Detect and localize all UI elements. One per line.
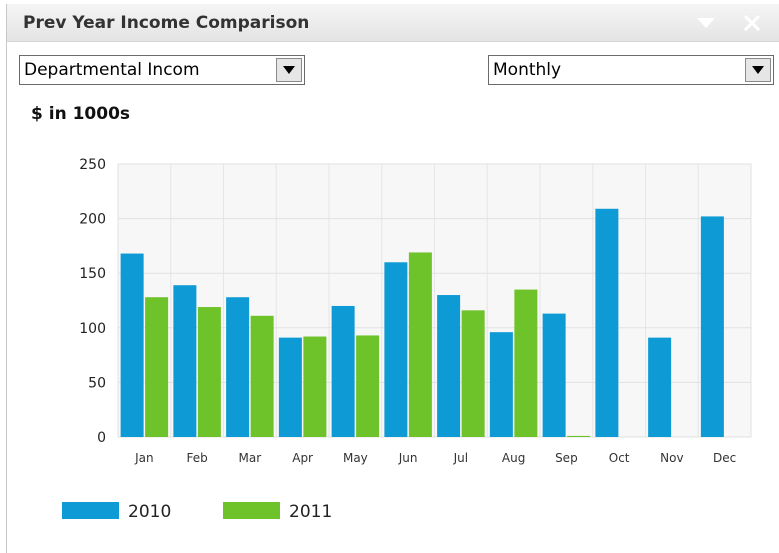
bar-2010-aug: [489, 332, 513, 437]
bar-2010-may: [331, 305, 355, 437]
bar-2011-feb: [197, 307, 221, 437]
bar-2011-aug: [514, 289, 538, 437]
bar-2011-may: [356, 335, 380, 437]
bar-2010-apr: [278, 337, 302, 437]
widget-title: Prev Year Income Comparison: [23, 13, 310, 33]
bar-2010-nov: [648, 337, 672, 437]
bar-2010-jul: [437, 295, 461, 437]
x-tick-label: May: [343, 451, 368, 465]
legend-swatch-2011: [223, 502, 280, 519]
period-select[interactable]: Monthly: [488, 55, 774, 85]
y-tick-label: 250: [79, 157, 106, 173]
y-tick-label: 150: [79, 266, 106, 282]
x-tick-label: Apr: [292, 451, 313, 465]
x-tick-label: Dec: [713, 451, 736, 465]
dropdown-arrow-icon[interactable]: [745, 58, 771, 82]
chevron-down-icon[interactable]: [695, 12, 717, 34]
x-tick-label: Jul: [453, 451, 468, 465]
units-label: $ in 1000s: [31, 104, 131, 124]
bar-2010-jun: [384, 262, 408, 437]
period-select-value: Monthly: [493, 60, 562, 80]
dropdown-arrow-icon[interactable]: [276, 58, 302, 82]
department-select[interactable]: Departmental Incom: [19, 55, 305, 85]
x-tick-label: Oct: [609, 451, 630, 465]
widget-titlebar: Prev Year Income Comparison: [7, 4, 779, 42]
bar-2010-mar: [226, 297, 250, 437]
income-bar-chart: 0 50 100 150 200 250 Jan Feb Mar Apr May Jun Jul Aug S…: [62, 157, 752, 522]
bar-2011-apr: [303, 336, 327, 437]
x-tick-label: Feb: [187, 451, 208, 465]
x-tick-label: Nov: [660, 451, 683, 465]
department-select-value: Departmental Incom: [24, 60, 200, 80]
bar-2011-mar: [250, 315, 274, 437]
bar-2010-sep: [542, 313, 566, 437]
x-tick-label: Jan: [134, 451, 154, 465]
y-tick-label: 0: [97, 430, 106, 446]
bar-2010-dec: [700, 216, 724, 437]
x-tick-label: Mar: [239, 451, 262, 465]
bar-2011-jan: [145, 297, 169, 437]
bar-2011-jun: [408, 252, 432, 437]
x-tick-label: Sep: [555, 451, 578, 465]
y-tick-label: 100: [79, 321, 106, 337]
bar-2011-jul: [461, 310, 485, 437]
x-tick-label: Aug: [502, 451, 525, 465]
y-tick-label: 50: [88, 375, 106, 391]
bar-2010-oct: [595, 208, 619, 437]
x-tick-label: Jun: [398, 451, 418, 465]
bar-2010-jan: [120, 253, 144, 437]
legend-swatch-2010: [62, 502, 119, 519]
legend-label-2010: 2010: [128, 502, 171, 522]
close-icon[interactable]: [741, 12, 763, 34]
bar-2010-feb: [173, 285, 197, 437]
income-comparison-widget: Prev Year Income Comparison Departmental…: [6, 4, 779, 553]
legend-label-2011: 2011: [289, 502, 332, 522]
bar-2011-sep: [567, 435, 591, 437]
y-tick-label: 200: [79, 212, 106, 228]
